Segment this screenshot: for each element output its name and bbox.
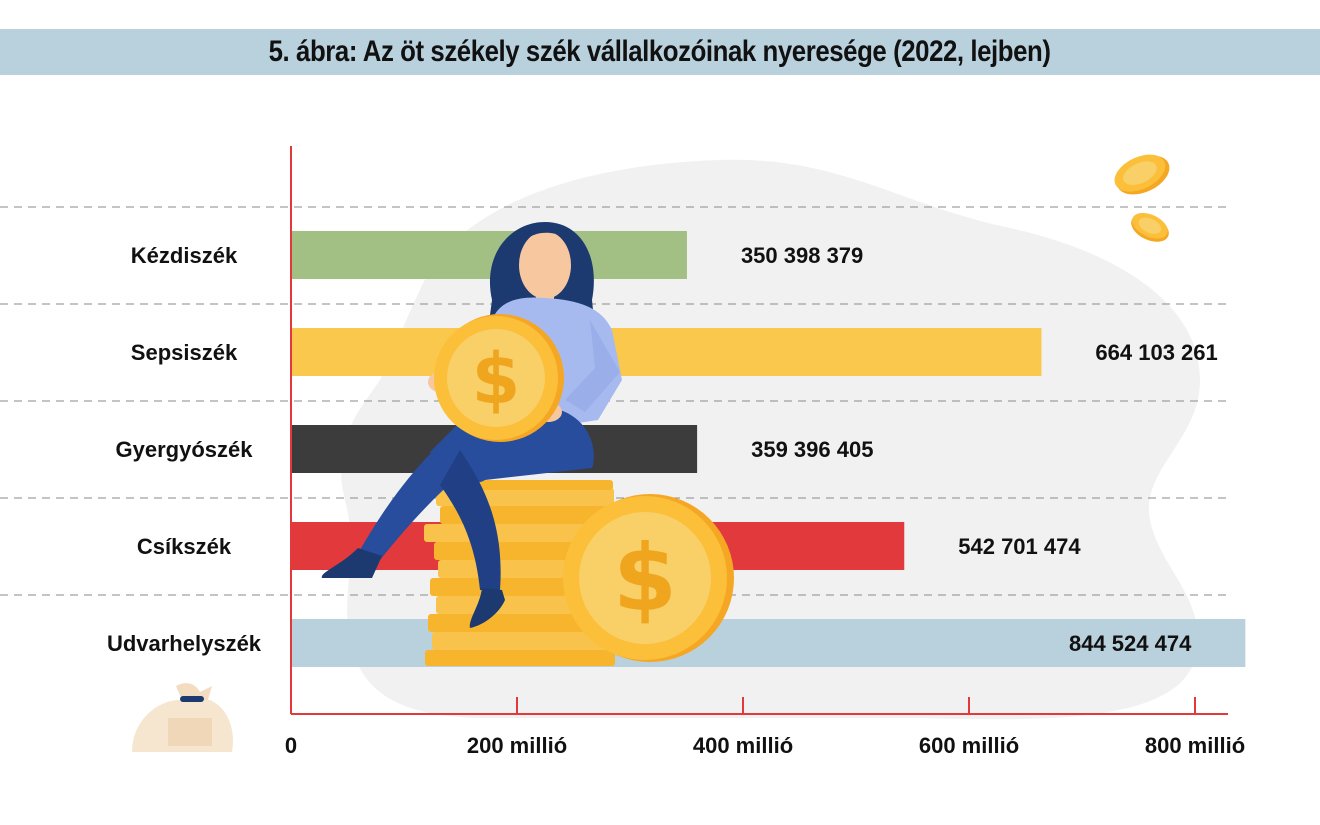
bar-1 (291, 231, 687, 279)
money-illustration: $ $ (321, 222, 734, 666)
x-axis-ticks (290, 697, 1196, 714)
floating-coins (1114, 154, 1170, 242)
x-tick-label: 400 millió (693, 733, 793, 758)
bar-2 (291, 328, 1042, 376)
category-label: Kézdiszék (131, 243, 238, 268)
x-tick-label: 0 (285, 733, 297, 758)
category-label: Csíkszék (137, 534, 232, 559)
value-label: 664 103 261 (1095, 340, 1217, 365)
category-label: Sepsiszék (131, 340, 238, 365)
x-tick-label: 800 millió (1145, 733, 1245, 758)
grid-lines (0, 206, 1228, 596)
chart-title: 5. ábra: Az öt székely szék vállalkozóin… (269, 35, 1051, 68)
big-coin: $ (563, 494, 734, 662)
category-label: Gyergyószék (116, 437, 254, 462)
value-label: 359 396 405 (751, 437, 873, 462)
money-bag-icon (132, 683, 234, 752)
title-band: 5. ábra: Az öt székely szék vállalkozóin… (0, 29, 1320, 75)
svg-text:$: $ (472, 338, 521, 420)
value-label: 350 398 379 (741, 243, 863, 268)
labels: Kézdiszék 350 398 379 Sepsiszék 664 103 261… (107, 243, 1245, 758)
x-tick-label: 200 millió (467, 733, 567, 758)
x-tick-label: 600 millió (919, 733, 1019, 758)
svg-text:$: $ (613, 525, 677, 632)
value-label: 844 524 474 (1069, 631, 1192, 656)
held-coin: $ (434, 314, 564, 442)
value-label: 542 701 474 (958, 534, 1081, 559)
category-label: Udvarhelyszék (107, 631, 262, 656)
